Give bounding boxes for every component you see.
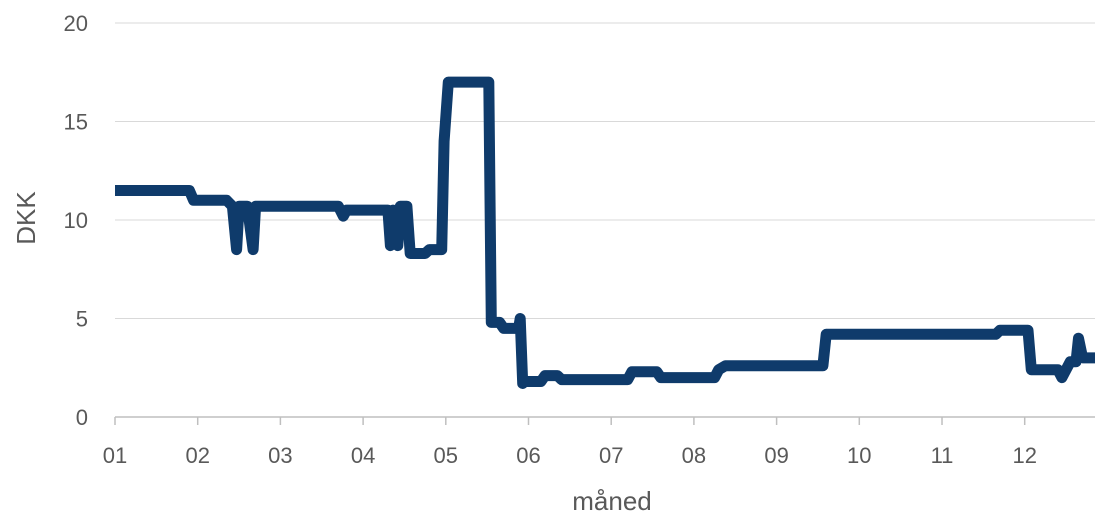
y-axis-label: DKK [11, 191, 41, 245]
x-tick-label: 09 [764, 443, 788, 468]
x-tick-label: 03 [268, 443, 292, 468]
y-tick-label: 20 [64, 11, 88, 36]
y-tick-label: 5 [76, 307, 88, 332]
series-line [115, 76, 1095, 389]
x-tick-label: 12 [1012, 443, 1036, 468]
x-tick-label: 11 [931, 443, 954, 468]
x-tick-label: 10 [847, 443, 871, 468]
x-tick-label: 04 [351, 443, 375, 468]
y-tick-labels: 0 5 10 15 20 [64, 11, 88, 430]
x-tick-label: 06 [516, 443, 540, 468]
x-tick-label: 05 [434, 443, 458, 468]
axes [114, 416, 1095, 425]
y-tick-label: 0 [76, 405, 88, 430]
x-tick-labels: 01 02 03 04 05 06 07 08 09 10 11 12 [103, 443, 1037, 468]
y-tick-label: 15 [64, 110, 88, 135]
plot-area [115, 76, 1095, 389]
x-tick-label: 08 [682, 443, 706, 468]
x-tick-label: 02 [185, 443, 209, 468]
x-axis-label: måned [572, 486, 652, 516]
gridlines [115, 22, 1095, 319]
y-tick-label: 10 [64, 208, 88, 233]
x-tick-label: 07 [599, 443, 623, 468]
x-tick-label: 01 [103, 443, 127, 468]
